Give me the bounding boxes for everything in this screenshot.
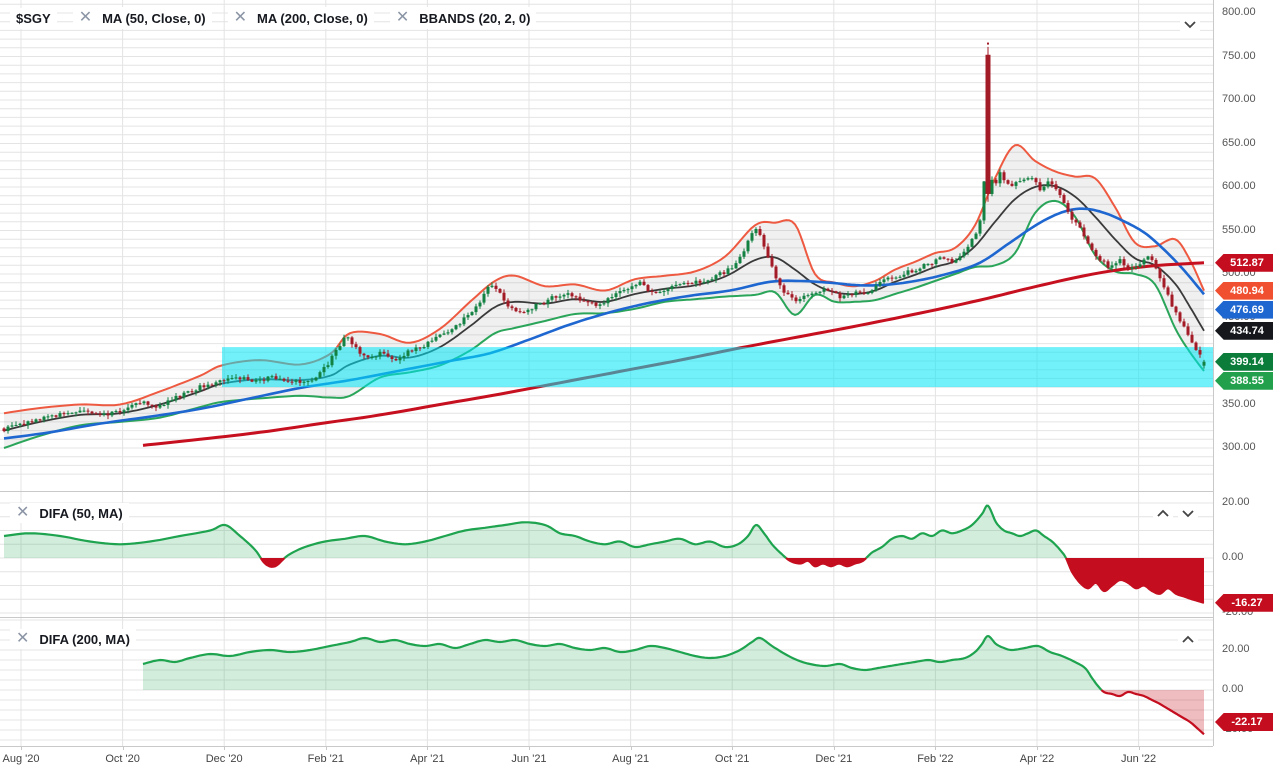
x-axis-label: Aug '20 xyxy=(2,753,40,765)
x-axis-label: Aug '21 xyxy=(612,753,650,765)
difa50-chevron-down-icon[interactable] xyxy=(1178,506,1198,520)
support-zone xyxy=(222,347,1213,388)
plot-right-border xyxy=(1213,0,1214,746)
ma50-label[interactable]: MA (50, Close, 0) xyxy=(102,10,206,26)
difa200-chart[interactable] xyxy=(0,617,1213,746)
difa50-chevron-up-icon[interactable] xyxy=(1153,506,1173,520)
remove-ma200-icon[interactable]: ✕ xyxy=(233,9,248,26)
ma200-label[interactable]: MA (200, Close, 0) xyxy=(257,10,368,26)
remove-ma50-icon[interactable]: ✕ xyxy=(78,9,93,26)
price-badge-close: 399.14 xyxy=(1215,352,1273,371)
x-axis-tick xyxy=(325,746,327,750)
x-axis-tick xyxy=(630,746,632,750)
x-axis-label: Feb '22 xyxy=(917,753,954,765)
area-series xyxy=(3,504,1205,604)
x-axis-tick xyxy=(122,746,124,750)
price-badge-difa200: -22.17 xyxy=(1215,713,1273,731)
difa50-title: DIFA (50, MA) xyxy=(39,505,123,521)
x-axis-tick xyxy=(1037,746,1038,750)
indicator-chip-bbands[interactable]: ✕ BBANDS (20, 2, 0) xyxy=(389,7,537,29)
indicator-chip-ma200[interactable]: ✕ MA (200, Close, 0) xyxy=(227,7,374,29)
price-badge-bb_lower: 388.55 xyxy=(1215,371,1273,390)
price-badge-ma200: 512.87 xyxy=(1215,253,1273,272)
y-axis-label: 700.00 xyxy=(1222,93,1256,105)
indicator-chip-ma50[interactable]: ✕ MA (50, Close, 0) xyxy=(72,7,212,29)
difa50-header: ✕ DIFA (50, MA) xyxy=(10,503,129,523)
x-axis-tick xyxy=(935,746,937,750)
difa200-header: ✕ DIFA (200, MA) xyxy=(10,629,136,649)
y-axis-label: 350.00 xyxy=(1222,397,1256,410)
y-axis-label: 20.00 xyxy=(1222,643,1250,655)
y-axis-label: 300.00 xyxy=(1222,441,1256,453)
y-axis-label: 0.00 xyxy=(1222,551,1244,563)
price-badge-bb_upper: 480.94 xyxy=(1215,281,1273,300)
main-price-chart[interactable] xyxy=(0,0,1213,491)
bbands-label[interactable]: BBANDS (20, 2, 0) xyxy=(419,10,531,26)
x-axis-label: Oct '21 xyxy=(714,753,750,765)
x-axis-tick xyxy=(529,746,530,750)
y-axis-label: 800.00 xyxy=(1222,6,1256,18)
panel-separator xyxy=(0,617,1213,618)
gridlines xyxy=(0,0,1213,491)
x-axis-tick xyxy=(732,746,734,750)
difa200-chevron-up-icon[interactable] xyxy=(1178,632,1198,646)
x-axis-label: Dec '21 xyxy=(815,753,853,765)
x-axis-label: Jun '22 xyxy=(1121,753,1157,765)
legend: $SGY ✕ MA (50, Close, 0) ✕ MA (200, Clos… xyxy=(10,7,537,29)
difa200-title: DIFA (200, MA) xyxy=(39,631,130,647)
y-axis-label: 750.00 xyxy=(1222,49,1256,62)
collapse-main-chevron-down-icon[interactable] xyxy=(1180,17,1200,31)
price-badge-bb_mid: 434.74 xyxy=(1215,321,1273,340)
axis-separator xyxy=(0,746,1213,747)
price-badge-difa50: -16.27 xyxy=(1215,593,1273,612)
x-axis-label: Jun '21 xyxy=(511,753,547,765)
x-axis-label: Apr '21 xyxy=(410,753,445,765)
x-axis-label: Apr '22 xyxy=(1019,753,1055,765)
x-axis-label: Dec '20 xyxy=(205,753,243,765)
symbol-label[interactable]: $SGY xyxy=(16,10,51,26)
x-axis-tick xyxy=(224,746,226,750)
x-axis-tick xyxy=(833,746,835,750)
x-axis-tick xyxy=(21,746,22,750)
symbol-chip[interactable]: $SGY xyxy=(10,7,57,29)
candles xyxy=(2,42,1206,434)
remove-difa200-icon[interactable]: ✕ xyxy=(16,630,30,647)
y-axis-label: 0.00 xyxy=(1222,683,1244,695)
remove-bbands-icon[interactable]: ✕ xyxy=(395,9,410,26)
remove-difa50-icon[interactable]: ✕ xyxy=(16,504,30,521)
y-axis-label: 20.00 xyxy=(1222,496,1250,508)
x-axis-label: Feb '21 xyxy=(307,753,344,765)
y-axis-label: 600.00 xyxy=(1222,180,1256,192)
bollinger-band-fill xyxy=(4,145,1204,448)
difa50-chart[interactable] xyxy=(0,491,1213,617)
price-badge-ma50: 476.69 xyxy=(1215,300,1273,319)
y-axis-label: 550.00 xyxy=(1222,223,1256,236)
gridlines xyxy=(0,617,1213,746)
x-axis-tick xyxy=(427,746,429,750)
panel-separator xyxy=(0,491,1213,492)
x-axis-label: Oct '20 xyxy=(105,753,140,765)
x-axis-tick xyxy=(1138,746,1140,750)
area-series xyxy=(142,634,1205,736)
y-axis-label: 650.00 xyxy=(1222,136,1256,149)
